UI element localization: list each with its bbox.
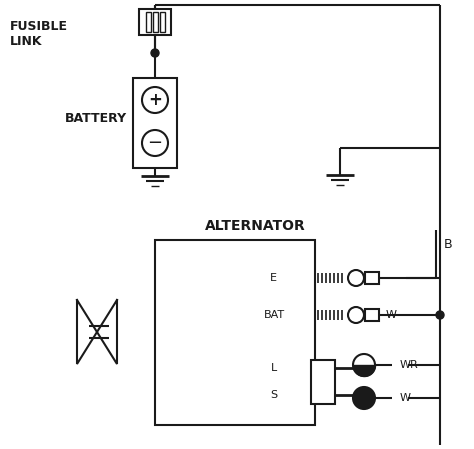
Circle shape bbox=[353, 387, 375, 409]
Circle shape bbox=[348, 270, 364, 286]
Circle shape bbox=[348, 307, 364, 323]
Text: S: S bbox=[270, 390, 277, 400]
Text: +: + bbox=[148, 91, 162, 109]
Bar bbox=[153, 12, 158, 32]
Circle shape bbox=[436, 311, 444, 319]
Text: B: B bbox=[444, 238, 453, 251]
Text: −: − bbox=[147, 134, 163, 152]
Text: WR: WR bbox=[400, 360, 419, 370]
Bar bbox=[139, 9, 171, 35]
Circle shape bbox=[142, 130, 168, 156]
Text: ALTERNATOR: ALTERNATOR bbox=[205, 219, 305, 233]
Circle shape bbox=[142, 87, 168, 113]
Bar bbox=[160, 12, 165, 32]
Bar bbox=[146, 12, 151, 32]
Text: W: W bbox=[400, 393, 411, 403]
Bar bbox=[155, 240, 315, 425]
Bar bbox=[133, 78, 177, 168]
Bar bbox=[365, 309, 379, 321]
Text: FUSIBLE
LINK: FUSIBLE LINK bbox=[10, 20, 68, 48]
Circle shape bbox=[151, 49, 159, 57]
Text: L: L bbox=[271, 363, 277, 373]
Circle shape bbox=[353, 354, 375, 376]
Text: BATTERY: BATTERY bbox=[65, 111, 127, 124]
Text: E: E bbox=[270, 273, 277, 283]
Text: BAT: BAT bbox=[264, 310, 285, 320]
Bar bbox=[365, 272, 379, 284]
Bar bbox=[311, 360, 335, 404]
Text: W: W bbox=[386, 310, 397, 320]
